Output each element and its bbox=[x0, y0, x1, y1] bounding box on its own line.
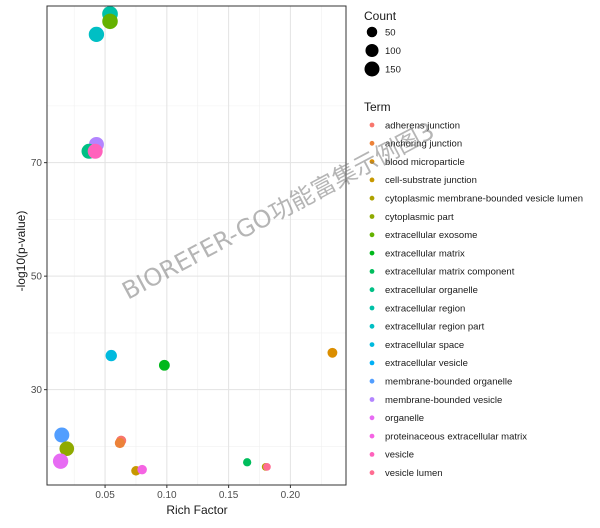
point-blood-microparticle bbox=[327, 347, 338, 358]
term-legend-key bbox=[369, 305, 375, 311]
term-legend-label: proteinaceous extracellular matrix bbox=[385, 431, 527, 442]
y-axis: 30 50 70 bbox=[31, 158, 47, 396]
point-membrane-bounded-organelle bbox=[54, 427, 70, 443]
term-legend-key bbox=[369, 452, 375, 457]
y-tick-label: 30 bbox=[31, 385, 43, 396]
term-legend-key bbox=[369, 250, 375, 256]
term-legend-label: cell-substrate junction bbox=[385, 175, 477, 186]
term-legend-key bbox=[369, 378, 375, 384]
term-legend-label: extracellular vesicle bbox=[385, 358, 468, 369]
term-legend-label: extracellular space bbox=[385, 340, 464, 351]
term-legend-title: Term bbox=[364, 100, 391, 114]
term-legend-key bbox=[369, 415, 375, 421]
term-legend-label: cytoplasmic part bbox=[385, 212, 454, 223]
term-legend-key bbox=[369, 470, 375, 476]
size-legend-label: 100 bbox=[385, 46, 401, 57]
point-extracellular-region-part bbox=[88, 26, 105, 43]
term-legend-label: extracellular organelle bbox=[385, 285, 478, 296]
term-legend-label: membrane-bounded organelle bbox=[385, 377, 512, 388]
term-legend-label: vesicle bbox=[385, 450, 414, 461]
x-tick-label: 0.05 bbox=[95, 490, 115, 501]
plot-panel-border bbox=[46, 5, 347, 486]
term-legend-label: vesicle lumen bbox=[385, 468, 443, 479]
size-legend-key bbox=[364, 61, 380, 77]
term-legend-key bbox=[369, 140, 375, 146]
point-extracellular-space bbox=[105, 349, 117, 362]
point-proteinaceous-extracellular-matrix bbox=[137, 464, 147, 475]
point-extracellular-matrix-component bbox=[243, 458, 252, 467]
term-legend-key bbox=[369, 177, 375, 183]
term-legend-key bbox=[369, 195, 375, 201]
term-legend-label: cytoplasmic membrane-bounded vesicle lum… bbox=[385, 194, 583, 205]
term-legend-label: anchoring junction bbox=[385, 139, 462, 150]
term-legend-key bbox=[369, 433, 375, 439]
term-legend-key bbox=[369, 323, 375, 329]
term-legend-key bbox=[369, 232, 375, 238]
size-legend: Count 50 100 150 bbox=[364, 9, 401, 77]
term-legend-label: extracellular matrix bbox=[385, 248, 465, 259]
point-anchoring-junction bbox=[114, 437, 125, 449]
size-legend-key bbox=[365, 43, 379, 58]
y-tick-label: 50 bbox=[31, 272, 43, 283]
grid-lines bbox=[47, 6, 346, 485]
term-legend-key bbox=[369, 214, 375, 219]
term-legend-label: extracellular matrix component bbox=[385, 267, 515, 278]
x-axis: 0.05 0.10 0.15 0.20 bbox=[95, 485, 301, 501]
term-legend-key bbox=[369, 342, 375, 347]
term-legend-label: organelle bbox=[385, 413, 424, 424]
point-vesicle-lumen bbox=[263, 462, 271, 471]
x-axis-title: Rich Factor bbox=[166, 503, 227, 517]
term-legend-key bbox=[369, 397, 375, 402]
size-legend-title: Count bbox=[364, 9, 397, 23]
size-legend-label: 50 bbox=[385, 28, 396, 39]
term-legend: Term adherens junction anchoring junction… bbox=[364, 100, 583, 479]
term-legend-key bbox=[369, 159, 375, 165]
point-extracellular-matrix bbox=[158, 359, 170, 371]
point-vesicle bbox=[87, 143, 103, 159]
x-tick-label: 0.15 bbox=[219, 490, 239, 501]
term-legend-key bbox=[369, 269, 375, 274]
point-organelle bbox=[52, 453, 69, 469]
y-axis-title: -log10(p-value) bbox=[14, 211, 28, 292]
point-cytoplasmic-part bbox=[59, 441, 75, 456]
size-legend-key bbox=[366, 26, 378, 38]
term-legend-label: extracellular exosome bbox=[385, 230, 477, 241]
term-legend-key bbox=[369, 122, 375, 128]
y-tick-label: 70 bbox=[31, 158, 43, 169]
data-points bbox=[52, 6, 338, 476]
point-extracellular-exosome bbox=[102, 13, 118, 30]
term-legend-label: extracellular region bbox=[385, 303, 465, 314]
term-legend-label: blood microparticle bbox=[385, 157, 465, 168]
size-legend-label: 150 bbox=[385, 65, 401, 76]
x-tick-label: 0.10 bbox=[157, 490, 177, 501]
x-tick-label: 0.20 bbox=[281, 490, 301, 501]
term-legend-key bbox=[369, 287, 375, 293]
term-legend-label: membrane-bounded vesicle bbox=[385, 395, 502, 406]
term-legend-label: extracellular region part bbox=[385, 322, 485, 333]
term-legend-label: adherens junction bbox=[385, 120, 460, 131]
term-legend-key bbox=[369, 360, 375, 366]
